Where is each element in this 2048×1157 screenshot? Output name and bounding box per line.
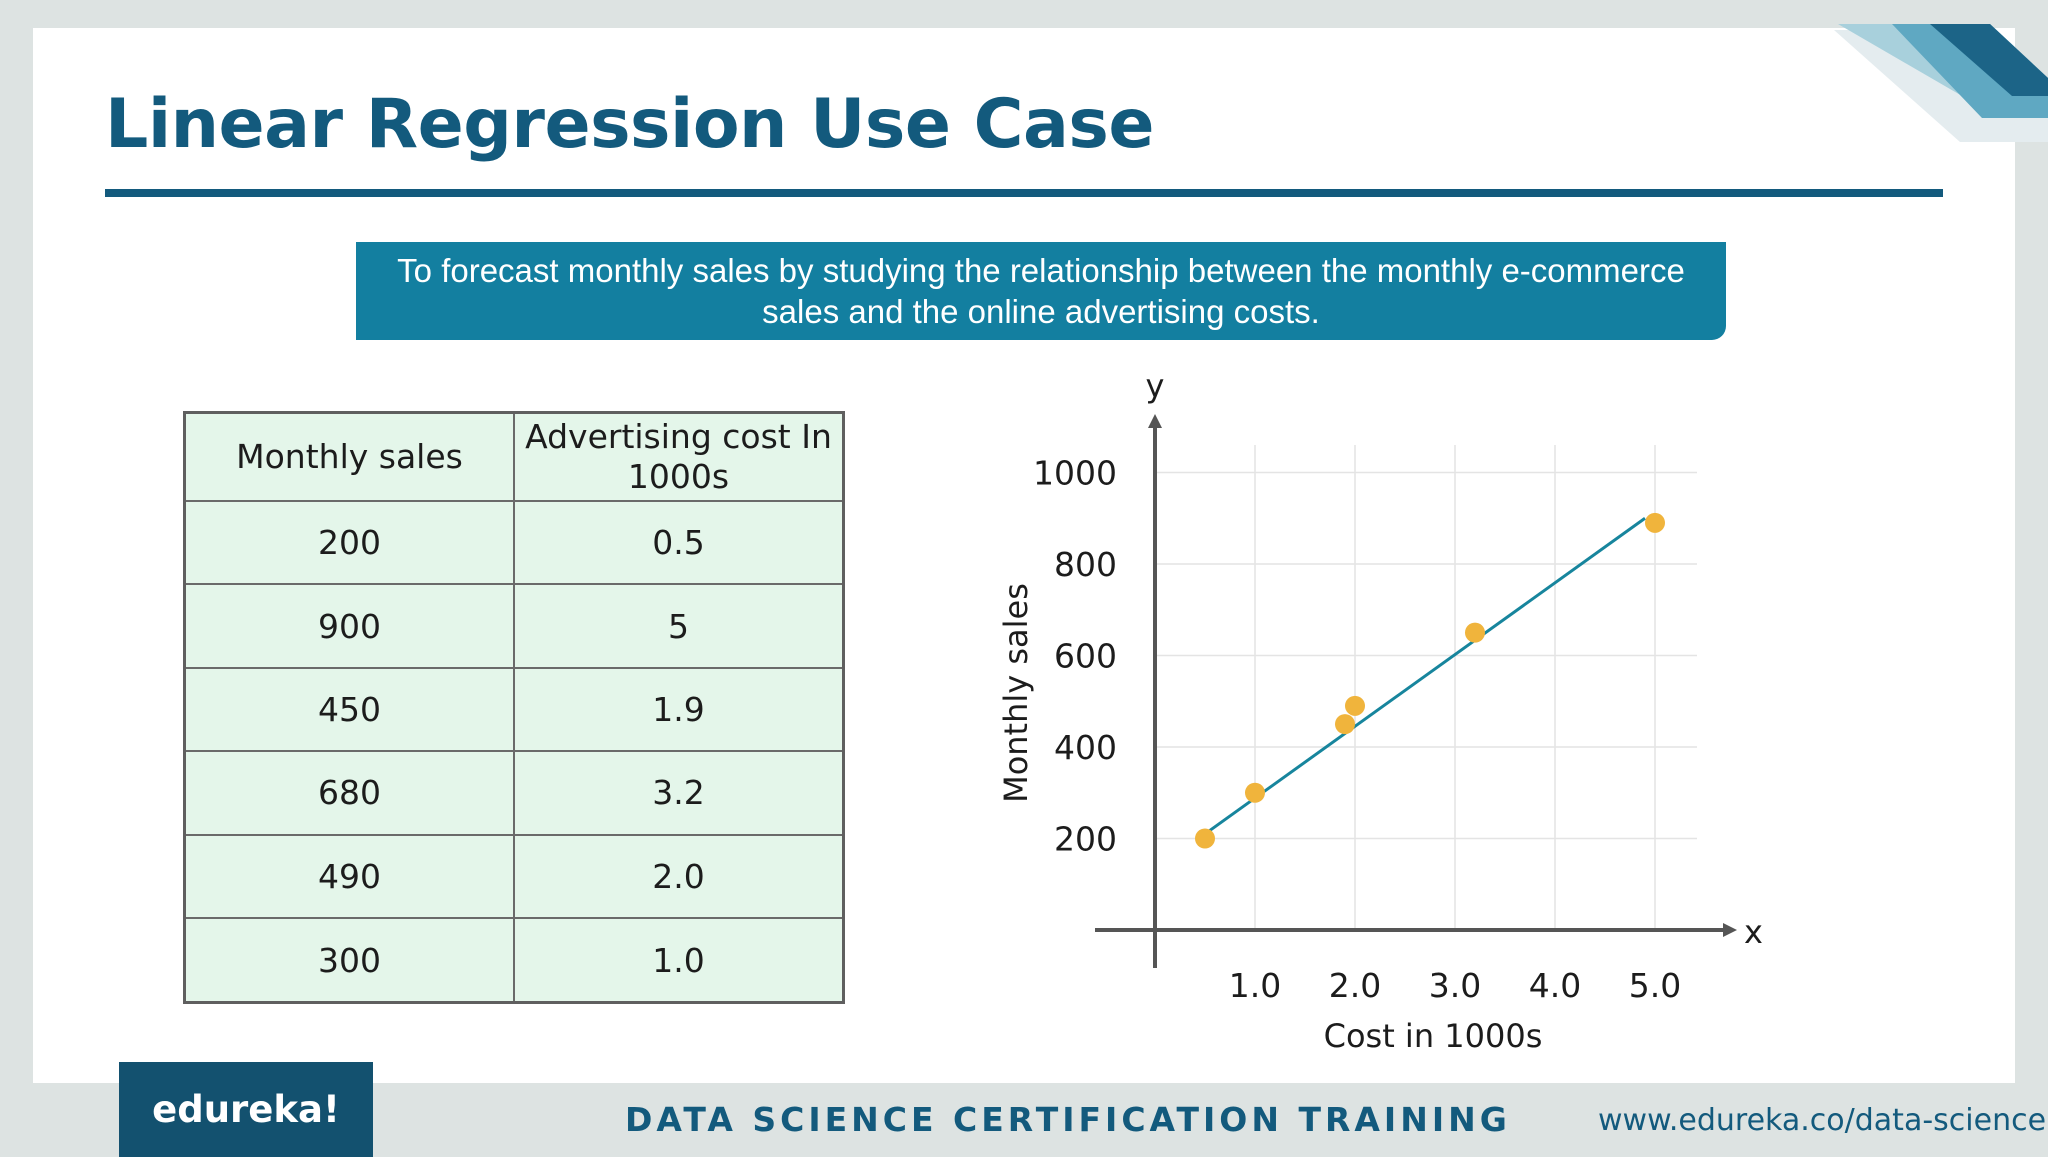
objective-banner: To forecast monthly sales by studying th… — [356, 242, 1726, 340]
data-point — [1245, 782, 1265, 803]
y-tick-label: 600 — [1054, 637, 1117, 676]
data-point — [1195, 828, 1215, 849]
data-points — [1195, 512, 1665, 849]
y-tick-label: 200 — [1054, 820, 1117, 859]
y-tick-label: 800 — [1054, 545, 1117, 584]
table-row: 490 2.0 — [183, 833, 845, 920]
table-row: 900 5 — [183, 583, 845, 669]
x-tick-label: 5.0 — [1629, 966, 1681, 1005]
cell-sales: 200 — [183, 499, 515, 586]
data-point — [1645, 512, 1665, 533]
course-name: DATA SCIENCE CERTIFICATION TRAINING — [625, 1100, 1511, 1139]
axes — [1095, 414, 1737, 968]
x-axis-label: Cost in 1000s — [1324, 1017, 1543, 1055]
x-axis-letter: x — [1744, 913, 1763, 951]
table-row: 450 1.9 — [183, 666, 845, 753]
scatter-chart: 1.0 2.0 3.0 4.0 5.0 200 400 600 800 1000 Cost in … — [997, 367, 1763, 1055]
cell-sales: 900 — [183, 583, 515, 669]
cell-cost: 1.0 — [513, 917, 845, 1004]
x-tick-label: 3.0 — [1429, 966, 1481, 1005]
y-axis-letter: y — [1146, 367, 1165, 405]
y-tick-label: 400 — [1054, 728, 1117, 767]
grid — [1155, 445, 1697, 930]
cell-sales: 300 — [183, 917, 515, 1004]
data-point — [1465, 622, 1485, 643]
y-axis-label: Monthly sales — [997, 583, 1035, 803]
x-tick-label: 1.0 — [1229, 966, 1281, 1005]
data-point — [1335, 714, 1355, 735]
data-point — [1345, 695, 1365, 716]
cell-cost: 2.0 — [513, 833, 845, 920]
tick-labels: 1.0 2.0 3.0 4.0 5.0 200 400 600 800 1000 — [1033, 454, 1681, 1006]
table-row: 680 3.2 — [183, 750, 845, 836]
cell-sales: 680 — [183, 750, 515, 836]
title-underline — [105, 189, 1943, 197]
header-monthly-sales: Monthly sales — [183, 411, 515, 502]
x-tick-label: 4.0 — [1529, 966, 1581, 1005]
y-tick-label: 1000 — [1033, 454, 1117, 493]
table-row: 200 0.5 — [183, 499, 845, 586]
data-table: Monthly sales Advertising cost In 1000s … — [183, 411, 845, 1004]
header-advertising-cost: Advertising cost In 1000s — [513, 411, 845, 502]
edureka-logo: edureka! — [119, 1062, 373, 1157]
cell-cost: 5 — [513, 583, 845, 669]
regression-line — [1204, 517, 1646, 836]
table-row: 300 1.0 — [183, 917, 845, 1004]
cell-sales: 450 — [183, 666, 515, 753]
cell-cost: 3.2 — [513, 750, 845, 836]
cell-sales: 490 — [183, 833, 515, 920]
website-url: www.edureka.co/data-science — [1598, 1103, 2047, 1138]
x-axis-arrow — [1723, 923, 1737, 937]
table-header-row: Monthly sales Advertising cost In 1000s — [183, 411, 845, 502]
cell-cost: 0.5 — [513, 499, 845, 586]
slide-title: Linear Regression Use Case — [105, 85, 1155, 164]
x-tick-label: 2.0 — [1329, 966, 1381, 1005]
corner-decoration — [1834, 24, 2048, 142]
cell-cost: 1.9 — [513, 666, 845, 753]
y-axis-arrow — [1148, 414, 1162, 428]
